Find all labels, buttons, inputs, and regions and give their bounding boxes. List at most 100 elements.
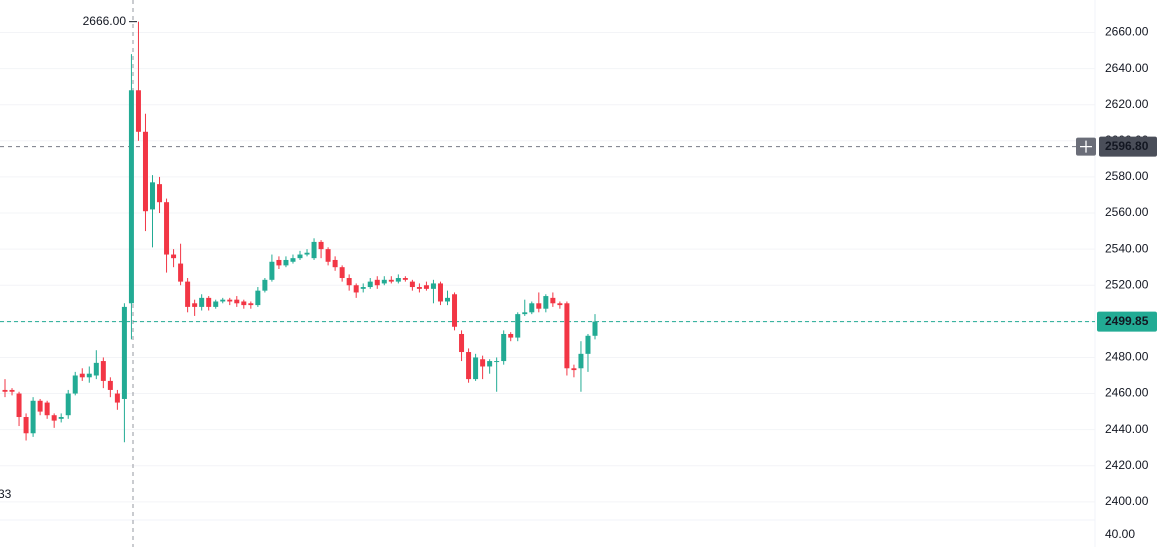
crosshair-label-box	[1099, 136, 1157, 157]
candle-body	[487, 361, 493, 367]
lower-pane-tick: 40.00	[1105, 527, 1135, 541]
candle-body	[508, 333, 514, 338]
candle-body	[543, 296, 549, 309]
candle-body	[353, 285, 359, 293]
candle-body	[107, 380, 113, 390]
candle-body	[332, 259, 338, 268]
candle-body	[199, 297, 205, 307]
candle-body	[30, 400, 36, 434]
y-tick-label: 2520.00	[1105, 277, 1149, 291]
candle-body	[192, 303, 198, 307]
candle-body	[100, 361, 106, 381]
candle-body	[367, 281, 373, 288]
candle-body	[227, 299, 233, 302]
candle-body	[388, 279, 394, 282]
crosshair-label: 2596.80	[1105, 139, 1149, 153]
candle-body	[185, 281, 191, 307]
candle-body	[550, 297, 556, 304]
candle-body	[290, 258, 296, 262]
candle-body	[437, 283, 443, 302]
candle-body	[360, 287, 366, 289]
candle-body	[142, 131, 148, 212]
candle-body	[248, 303, 254, 306]
candle-body	[578, 353, 584, 369]
y-tick-label: 2540.00	[1105, 241, 1149, 255]
candle-body	[65, 393, 71, 416]
candle-body	[150, 182, 155, 210]
candle-body	[416, 287, 422, 289]
candle-body	[304, 252, 310, 255]
candle-body	[473, 357, 479, 380]
candle-body	[346, 278, 352, 286]
candle-body	[374, 279, 380, 286]
candle-body	[515, 314, 521, 338]
candle-body	[423, 285, 429, 289]
candle-body	[585, 335, 591, 354]
candle-body	[206, 297, 212, 307]
y-tick-label: 2460.00	[1105, 386, 1149, 400]
candle-body	[522, 312, 528, 315]
candle-body	[571, 368, 577, 371]
candle-body	[536, 303, 542, 309]
candle-body	[79, 373, 85, 378]
y-tick-label: 2480.00	[1105, 350, 1149, 364]
candle-body	[164, 202, 170, 255]
candle-body	[121, 306, 127, 399]
candle-body	[44, 402, 50, 416]
candle-body	[557, 303, 563, 306]
last-price-box	[1097, 311, 1157, 332]
candle-body	[255, 290, 261, 306]
candle-body	[23, 417, 29, 434]
candle-body	[72, 375, 78, 394]
high-marker-label: 2666.00	[83, 14, 127, 28]
y-tick-label: 2620.00	[1105, 97, 1149, 111]
candle-body	[220, 299, 226, 302]
candle-body	[466, 352, 472, 380]
y-tick-label: 2440.00	[1105, 422, 1149, 436]
candle-body	[325, 249, 331, 262]
candle-body	[402, 278, 408, 280]
candle-body	[311, 241, 317, 259]
candle-body	[234, 299, 240, 304]
candle-body	[592, 321, 598, 336]
candle-body	[114, 393, 120, 403]
candle-body	[409, 281, 415, 288]
candle-body	[276, 259, 282, 266]
candle-body	[178, 263, 184, 282]
candle-body	[318, 241, 324, 250]
last-price-label: 2499.85	[1105, 314, 1149, 328]
candle-body	[37, 400, 43, 412]
candle-body	[430, 283, 436, 289]
y-tick-label: 2580.00	[1105, 169, 1149, 183]
candle-body	[564, 303, 570, 369]
candle-body	[2, 389, 8, 392]
candle-body	[283, 259, 289, 266]
candle-body	[269, 261, 275, 280]
candle-body	[395, 278, 401, 282]
candle-body	[501, 333, 507, 362]
candle-body	[297, 254, 303, 259]
candle-body	[51, 415, 57, 421]
y-tick-label: 2640.00	[1105, 61, 1149, 75]
candle-body	[58, 417, 64, 419]
candle-body	[459, 333, 465, 353]
candle-body	[171, 254, 177, 259]
candle-body	[381, 279, 387, 284]
candle-body	[86, 373, 92, 378]
candle-body	[339, 267, 345, 279]
candle-body	[93, 362, 99, 376]
candle-body	[452, 294, 458, 327]
candle-body	[529, 303, 535, 313]
candle-body	[135, 90, 141, 132]
candle-body	[213, 301, 219, 307]
y-tick-label: 2400.00	[1105, 494, 1149, 508]
candle-body	[445, 297, 450, 302]
partial-label: 33	[0, 487, 12, 501]
candle-body	[16, 393, 22, 418]
candle-body	[128, 90, 134, 304]
y-tick-label: 2420.00	[1105, 458, 1149, 472]
candle-body	[494, 361, 500, 363]
candle-body	[9, 389, 15, 392]
